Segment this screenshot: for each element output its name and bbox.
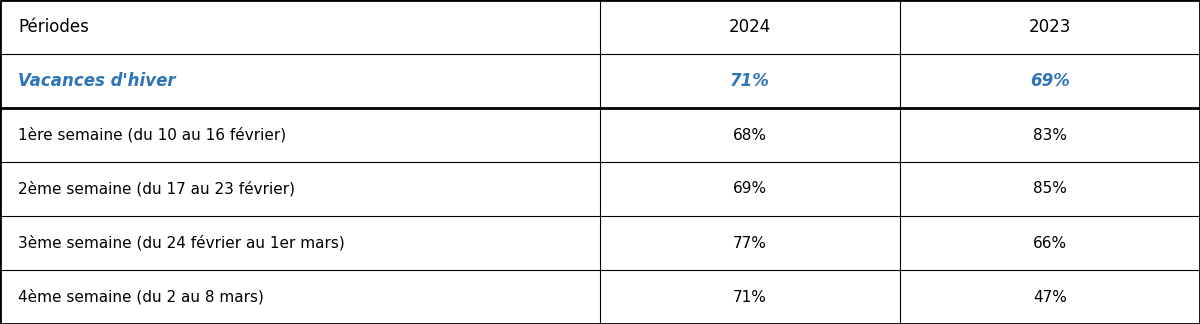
Text: 69%: 69% — [1030, 72, 1070, 90]
Text: Vacances d'hiver: Vacances d'hiver — [18, 72, 175, 90]
Text: 1ère semaine (du 10 au 16 février): 1ère semaine (du 10 au 16 février) — [18, 127, 286, 143]
Text: 68%: 68% — [733, 128, 767, 143]
Text: 4ème semaine (du 2 au 8 mars): 4ème semaine (du 2 au 8 mars) — [18, 289, 264, 305]
Text: 83%: 83% — [1033, 128, 1067, 143]
Text: 47%: 47% — [1033, 290, 1067, 305]
Text: 69%: 69% — [733, 181, 767, 196]
Text: 2024: 2024 — [728, 18, 772, 36]
Text: 2023: 2023 — [1028, 18, 1072, 36]
Text: 3ème semaine (du 24 février au 1er mars): 3ème semaine (du 24 février au 1er mars) — [18, 235, 344, 251]
Text: Périodes: Périodes — [18, 18, 89, 36]
Text: 2ème semaine (du 17 au 23 février): 2ème semaine (du 17 au 23 février) — [18, 181, 295, 197]
Text: 85%: 85% — [1033, 181, 1067, 196]
Text: 71%: 71% — [730, 72, 770, 90]
Text: 71%: 71% — [733, 290, 767, 305]
Text: 77%: 77% — [733, 236, 767, 250]
Text: 66%: 66% — [1033, 236, 1067, 250]
